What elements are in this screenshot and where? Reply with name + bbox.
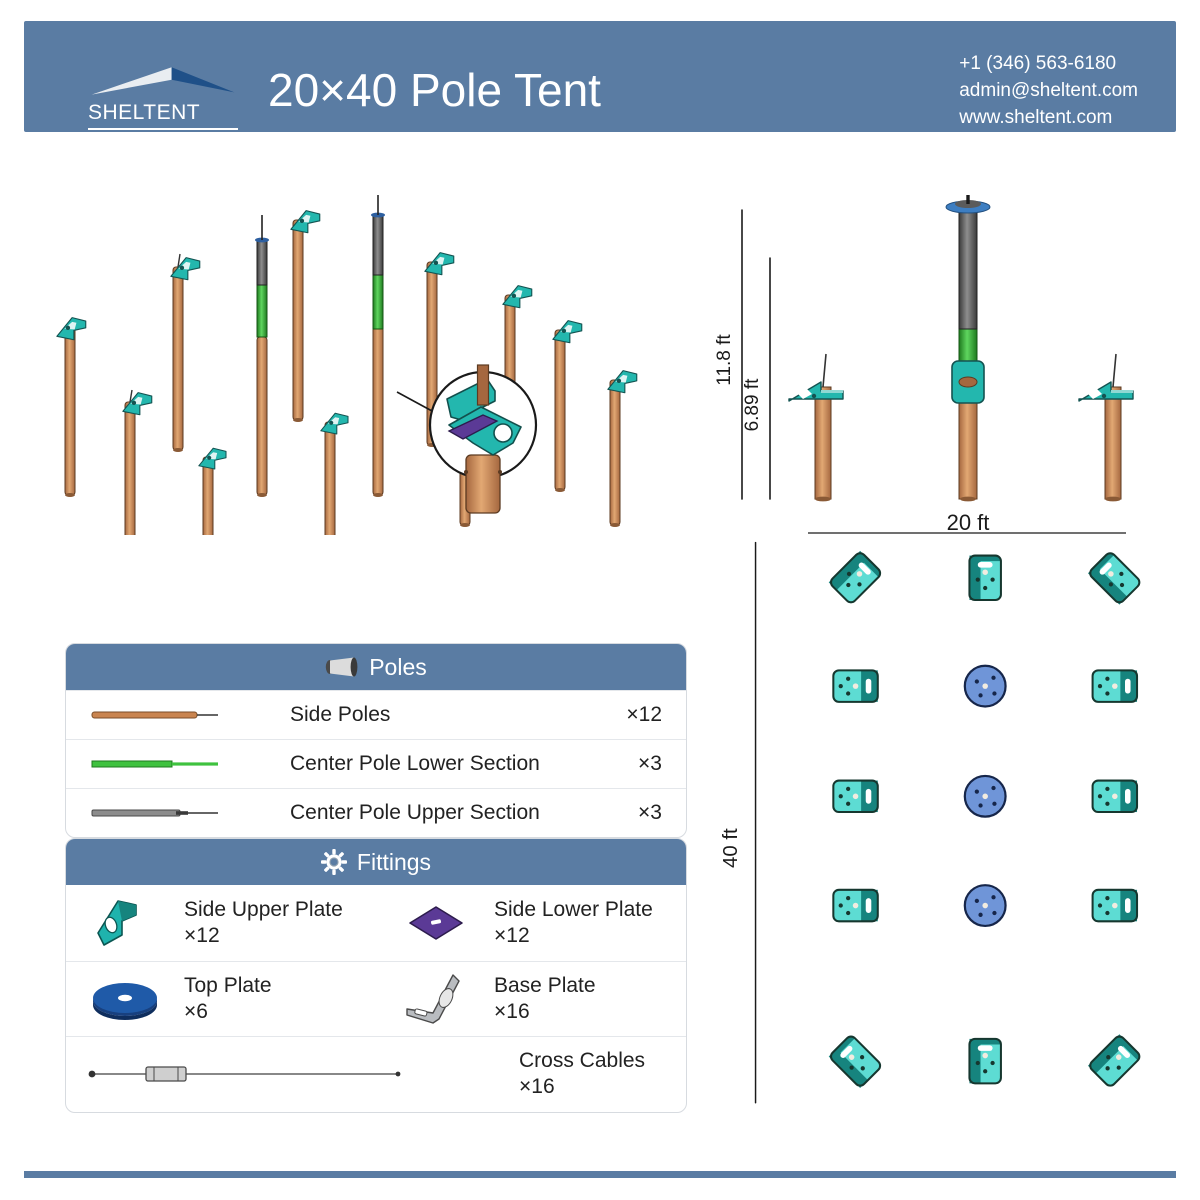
svg-text:40 ft: 40 ft [720,828,742,868]
svg-text:6.89 ft: 6.89 ft [742,378,763,432]
svg-text:11.8 ft: 11.8 ft [714,334,735,386]
